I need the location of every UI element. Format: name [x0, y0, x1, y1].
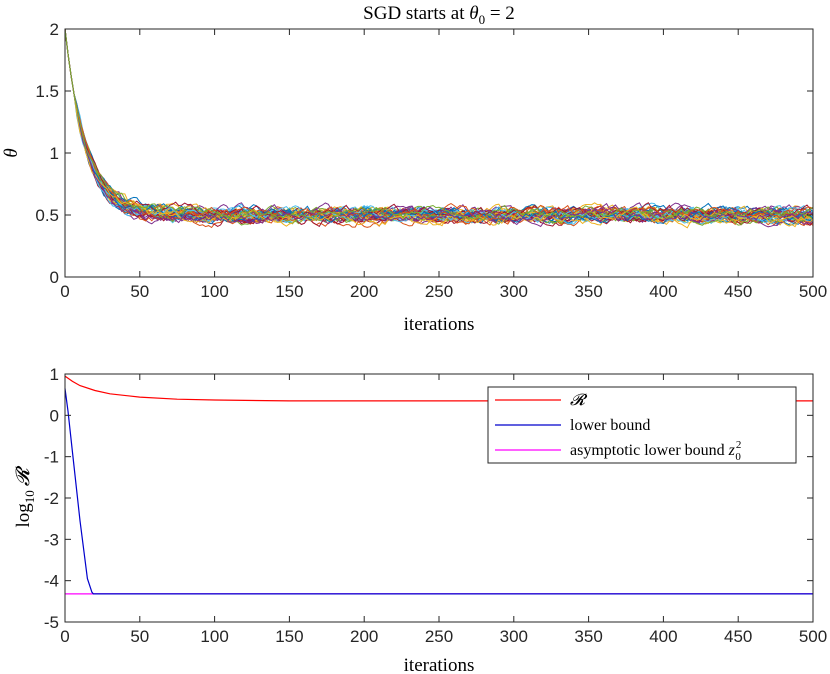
x-tick-label: 0 — [60, 282, 69, 301]
x-tick-label: 450 — [724, 627, 752, 646]
y-ticks: 0 0.5 1 1.5 2 — [35, 20, 813, 287]
y-tick-label: 0.5 — [35, 206, 59, 225]
y-tick-label: 2 — [50, 20, 59, 39]
sgd-run-line — [64, 28, 814, 226]
sgd-runs — [64, 28, 814, 229]
x-tick-label: 150 — [275, 627, 303, 646]
y-tick-label: 1.5 — [35, 82, 59, 101]
y-tick-label: -3 — [44, 530, 59, 549]
lower-bound-line — [64, 388, 813, 595]
x-tick-label: 350 — [574, 627, 602, 646]
x-tick-label: 200 — [350, 627, 378, 646]
plot-area — [65, 29, 813, 277]
x-tick-label: 400 — [649, 627, 677, 646]
x-tick-label: 250 — [425, 627, 453, 646]
x-tick-label: 0 — [60, 627, 69, 646]
x-tick-label: 100 — [200, 627, 228, 646]
sgd-run-line — [64, 28, 814, 221]
legend: 𝓡 lower bound asymptotic lower bound z2 0 — [487, 386, 797, 464]
theta-panel: SGD starts at θ0 = 2 0 50 100 150 200 250 300 3… — [1, 3, 827, 335]
sgd-run-line — [64, 28, 814, 227]
risk-panel: 0 50 100 150 200 250 300 350 400 450 500 -5-4-3-2-… — [13, 365, 827, 674]
x-tick-label: 50 — [130, 627, 149, 646]
x-ticks: 0 50 100 150 200 250 300 350 400 450 500 — [60, 29, 827, 301]
x-tick-label: 150 — [275, 282, 303, 301]
y-tick-label: 0 — [50, 406, 59, 425]
x-axis-label: iterations — [404, 314, 475, 335]
sgd-run-line — [64, 28, 814, 223]
y-tick-label: -5 — [44, 613, 59, 632]
x-axis-label: iterations — [404, 655, 475, 674]
x-tick-label: 300 — [500, 627, 528, 646]
x-tick-label: 400 — [649, 282, 677, 301]
y-axis-label: θ — [1, 148, 22, 157]
x-tick-label: 250 — [425, 282, 453, 301]
y-tick-label: 0 — [50, 268, 59, 287]
sgd-run-line — [64, 28, 814, 228]
x-tick-label: 200 — [350, 282, 378, 301]
x-tick-label: 50 — [130, 282, 149, 301]
x-tick-label: 450 — [724, 282, 752, 301]
legend-label-asymptotic: asymptotic lower bound z2 0 — [570, 439, 741, 463]
y-axis-label: log10𝓡 — [13, 465, 37, 527]
legend-label-lower-bound: lower bound — [570, 417, 650, 434]
sgd-run-line — [64, 28, 814, 221]
y-tick-label: 1 — [50, 365, 59, 384]
x-tick-label: 300 — [500, 282, 528, 301]
x-tick-label: 500 — [799, 627, 827, 646]
x-tick-label: 500 — [799, 282, 827, 301]
y-tick-label: -1 — [44, 448, 59, 467]
y-tick-label: 1 — [50, 144, 59, 163]
y-tick-label: -2 — [44, 489, 59, 508]
legend-label-risk: 𝓡 — [570, 392, 588, 409]
x-ticks: 0 50 100 150 200 250 300 350 400 450 500 — [60, 374, 827, 646]
x-tick-label: 100 — [200, 282, 228, 301]
y-ticks: -5 -4 -3 -2 -1 0 1 — [44, 365, 813, 632]
chart-title: SGD starts at θ0 = 2 — [363, 3, 515, 27]
y-tick-label: -4 — [44, 572, 59, 591]
x-tick-label: 350 — [574, 282, 602, 301]
